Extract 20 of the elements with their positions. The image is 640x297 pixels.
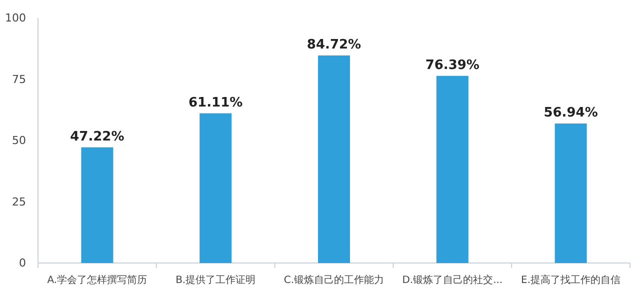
x-tick-label: C.锻炼自己的工作能力	[284, 274, 384, 286]
bar	[200, 113, 232, 263]
x-tick-label: B.提供了工作证明	[176, 274, 256, 286]
y-tick-label: 50	[12, 134, 26, 147]
y-tick-label: 75	[12, 72, 26, 86]
data-label: 56.94%	[544, 105, 598, 120]
bar	[318, 55, 350, 263]
x-tick-label: A.学会了怎样撰写简历	[47, 274, 148, 286]
x-tick-label: D.锻炼了自己的社交...	[402, 274, 503, 286]
y-tick-label: 100	[5, 12, 26, 24]
bar	[554, 123, 587, 263]
bar	[81, 147, 114, 263]
x-tick-label: E.提高了找工作的自信	[521, 274, 621, 286]
y-tick-label: 25	[12, 195, 26, 208]
data-label: 47.22%	[70, 129, 124, 144]
data-label: 76.39%	[425, 58, 480, 73]
data-label: 61.11%	[188, 95, 243, 110]
bar	[436, 76, 468, 263]
data-label: 84.72%	[306, 37, 362, 52]
y-tick-label: 0	[19, 256, 26, 270]
